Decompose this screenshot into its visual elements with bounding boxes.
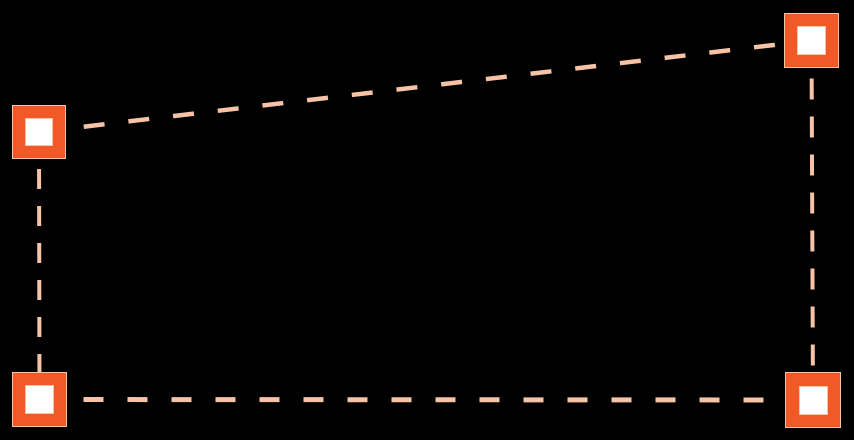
- selection-handle-inner-square: [25, 118, 53, 146]
- selection-handle-inner-square: [25, 385, 54, 414]
- selection-handle-top-right[interactable]: [784, 13, 839, 68]
- selection-handle-bottom-left[interactable]: [12, 372, 67, 427]
- selection-edge-right: [809, 40, 815, 401]
- selection-handle-top-left[interactable]: [12, 105, 66, 159]
- selection-edge-bottom: [39, 397, 814, 403]
- selection-handle-inner-square: [798, 385, 828, 415]
- selection-handle-bottom-right[interactable]: [785, 372, 841, 428]
- selection-handle-inner-square: [797, 26, 826, 55]
- selection-edge-left: [37, 131, 42, 400]
- selection-edge-top: [38, 38, 812, 135]
